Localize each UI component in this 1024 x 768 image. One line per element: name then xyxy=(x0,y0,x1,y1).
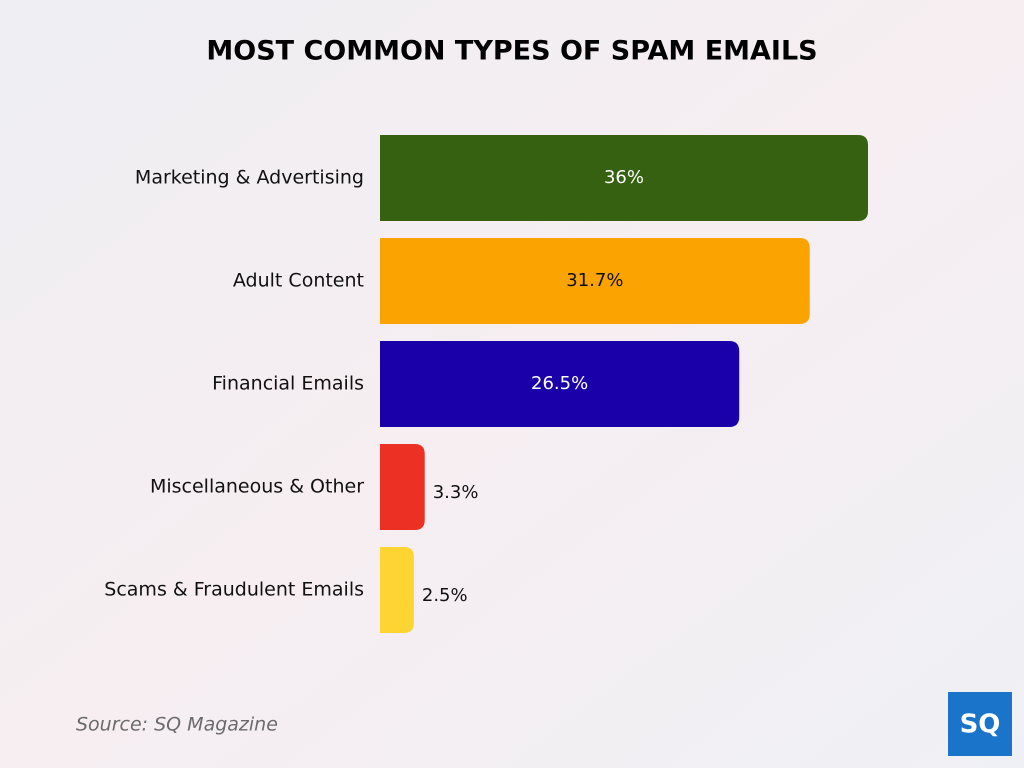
bar xyxy=(380,135,868,221)
value-label: 36% xyxy=(604,167,644,188)
source: Source: SQ Magazine xyxy=(76,714,278,736)
category-label: Adult Content xyxy=(233,270,364,292)
value-label: 31.7% xyxy=(566,270,623,291)
chart-title: MOST COMMON TYPES OF SPAM EMAILS xyxy=(206,36,817,67)
bar xyxy=(380,444,425,530)
value-label: 3.3% xyxy=(433,482,479,503)
value-label: 26.5% xyxy=(531,373,588,394)
bar xyxy=(380,238,810,324)
category-label: Marketing & Advertising xyxy=(135,167,364,189)
value-label: 2.5% xyxy=(422,585,468,606)
bar xyxy=(380,341,740,427)
category-label: Miscellaneous & Other xyxy=(150,476,364,498)
bar xyxy=(380,547,414,633)
category-label: Financial Emails xyxy=(212,373,364,395)
logo: SQ xyxy=(960,710,1001,740)
logo-box xyxy=(948,692,1012,756)
category-label: Scams & Fraudulent Emails xyxy=(104,579,364,601)
